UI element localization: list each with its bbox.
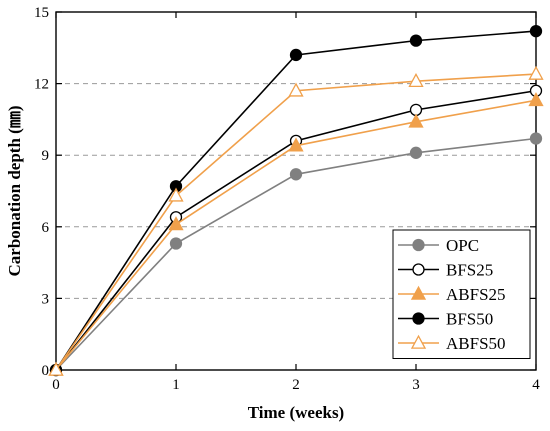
series-bfs50 — [49, 24, 543, 377]
data-point-bfs50-2 — [289, 48, 303, 62]
legend-label: BFS50 — [446, 310, 493, 329]
y-tick-label: 12 — [34, 77, 49, 93]
y-tick-label: 3 — [42, 291, 50, 307]
legend-marker — [412, 238, 425, 252]
legend-marker — [412, 263, 425, 276]
series-abfs50 — [48, 65, 544, 376]
y-tick-label: 15 — [34, 5, 49, 21]
data-point-bfs50-4 — [529, 24, 543, 38]
x-axis-title: Time (weeks) — [248, 403, 344, 422]
series-lines — [48, 24, 544, 377]
data-point-opc-3 — [409, 146, 423, 159]
data-point-opc-1 — [169, 237, 183, 250]
y-tick-label: 0 — [42, 363, 50, 379]
legend-label: BFS25 — [446, 261, 493, 280]
y-tick-label: 9 — [42, 148, 50, 164]
legend-label: OPC — [446, 236, 479, 255]
data-point-opc-4 — [529, 132, 543, 145]
data-point-abfs25-1 — [168, 216, 184, 231]
legend-marker — [412, 312, 425, 325]
x-tick-label: 1 — [172, 377, 180, 393]
legend-item-bfs50: BFS50 — [398, 310, 493, 329]
legend-item-abfs25: ABFS25 — [398, 285, 506, 304]
legend-item-opc: OPC — [398, 236, 479, 255]
legend-item-bfs25: BFS25 — [398, 261, 493, 280]
x-tick-label: 0 — [52, 377, 60, 393]
data-point-abfs50-0 — [48, 361, 64, 376]
data-point-abfs25-4 — [528, 92, 544, 107]
data-point-abfs50-1 — [168, 187, 184, 202]
legend-label: ABFS50 — [446, 334, 506, 353]
data-point-abfs25-2 — [288, 137, 304, 152]
legend-marker — [410, 285, 427, 300]
legend-label: ABFS25 — [446, 285, 506, 304]
legend-item-abfs50: ABFS50 — [398, 334, 506, 353]
data-point-abfs50-4 — [528, 65, 544, 80]
x-tick-label: 4 — [532, 377, 540, 393]
data-point-abfs25-3 — [408, 113, 424, 128]
x-tick-label: 2 — [292, 377, 300, 393]
y-tick-label: 6 — [42, 220, 50, 236]
legend: OPC BFS25 ABFS25 BFS50 ABFS50 — [392, 229, 531, 359]
data-point-abfs50-3 — [408, 72, 424, 88]
data-point-opc-2 — [289, 168, 303, 181]
y-axis-title: Carbonation depth (㎜) — [5, 106, 24, 277]
data-point-bfs50-3 — [409, 34, 423, 47]
legend-marker — [410, 334, 427, 349]
x-tick-label: 3 — [412, 377, 420, 393]
data-point-abfs50-2 — [288, 82, 304, 97]
